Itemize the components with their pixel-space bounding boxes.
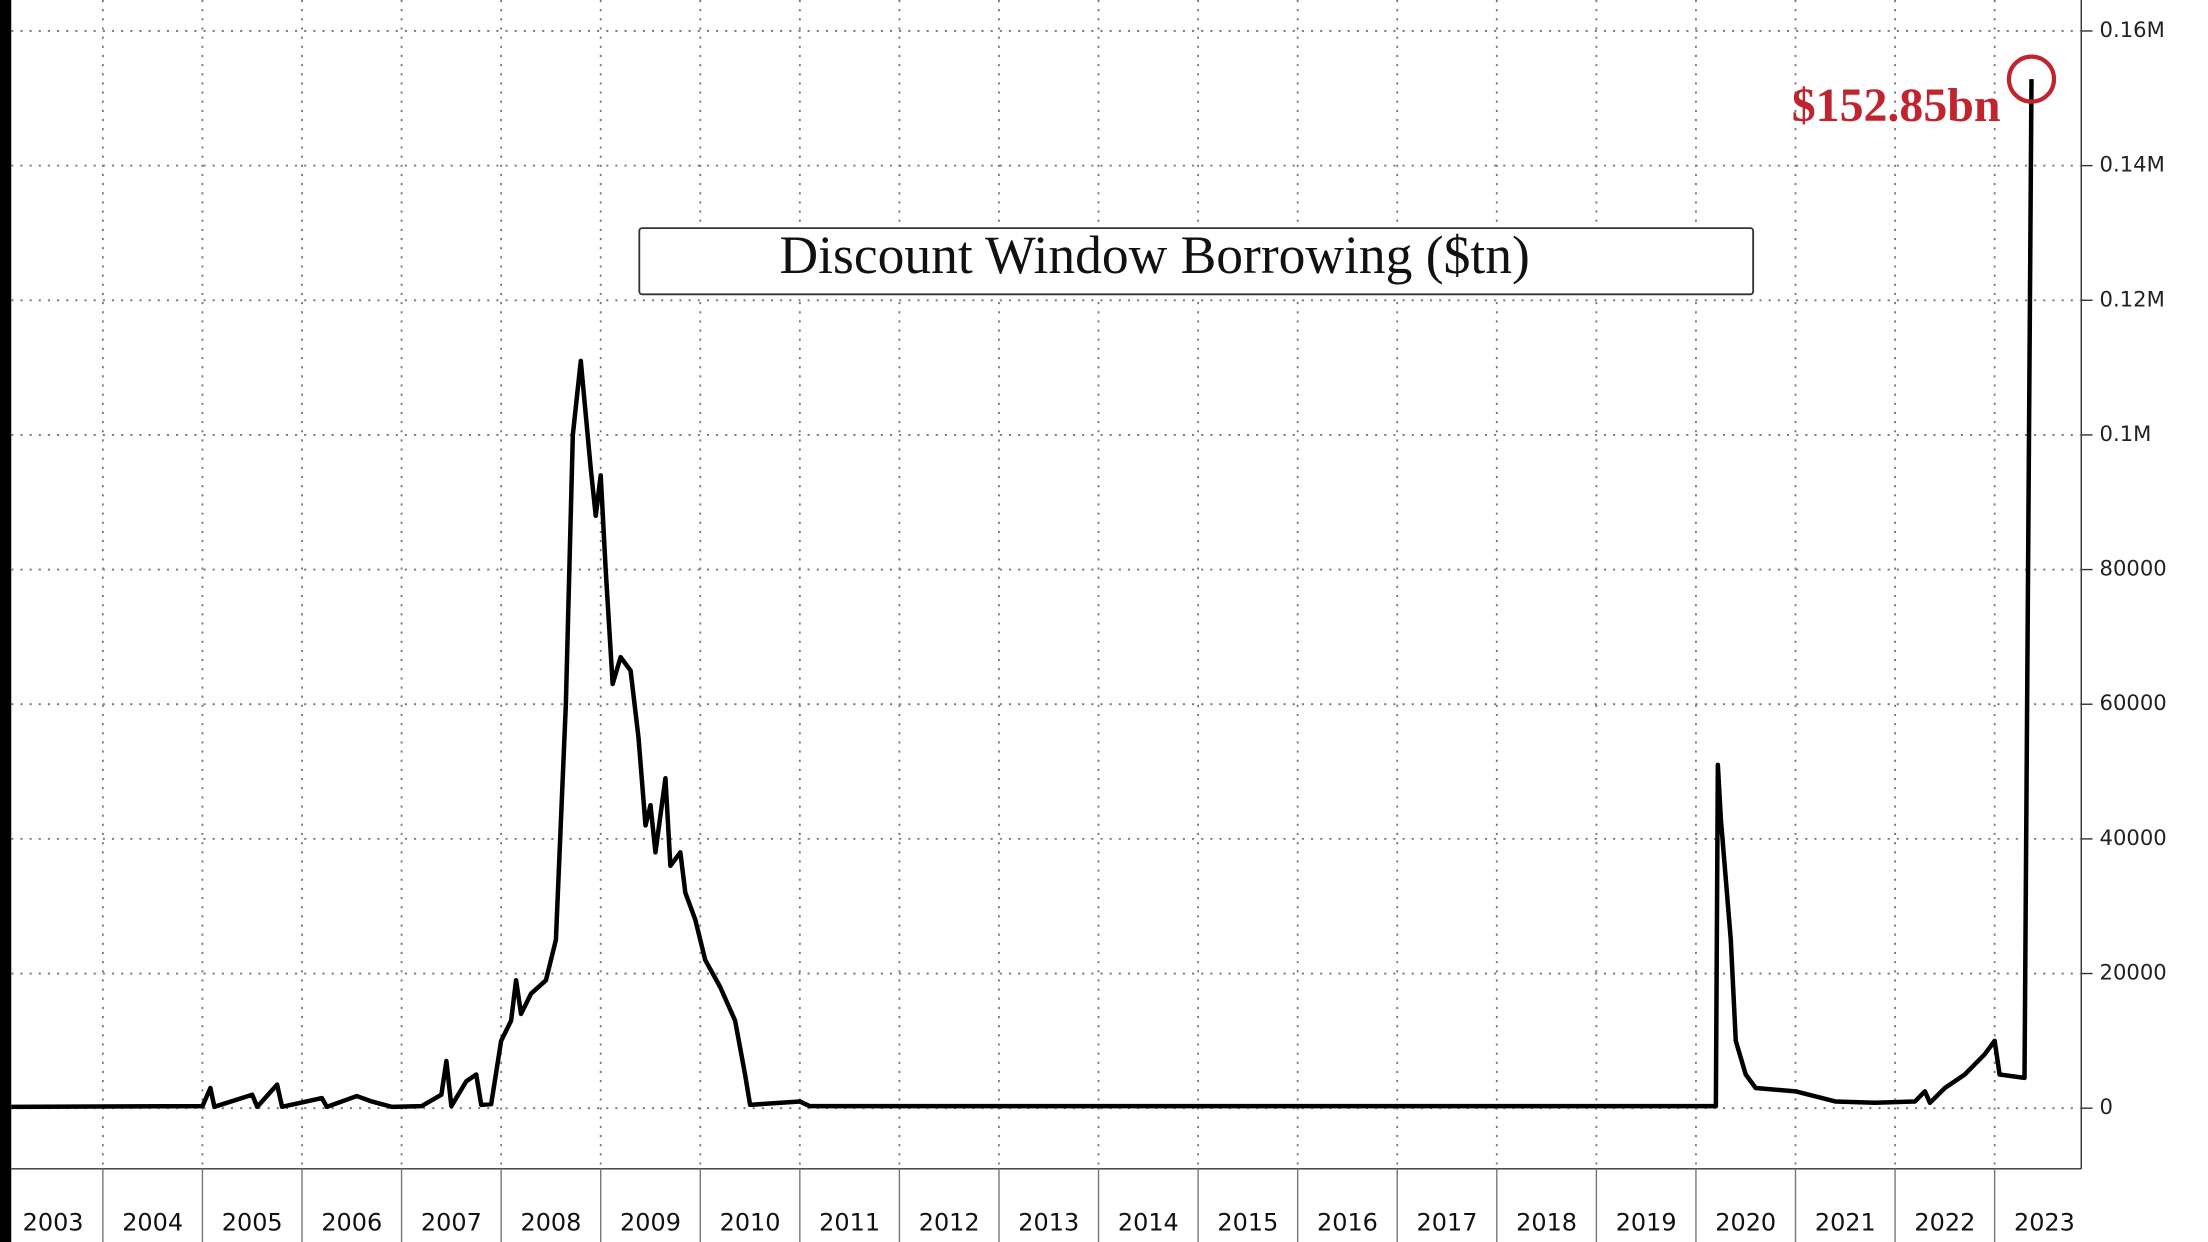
highlight-ring	[2006, 54, 2057, 104]
x-tick-label: 2007	[421, 1209, 482, 1237]
x-tick-label: 2019	[1616, 1209, 1677, 1237]
x-tick-label: 2016	[1317, 1209, 1378, 1237]
x-tick-label: 2023	[2014, 1209, 2075, 1237]
x-tick-label: 2021	[1815, 1209, 1876, 1237]
x-tick-label: 2004	[122, 1209, 183, 1237]
x-tick-label: 2022	[1914, 1209, 1975, 1237]
x-tick-label: 2014	[1118, 1209, 1179, 1237]
y-tick-label: 0.16M	[2100, 17, 2165, 42]
x-tick-label: 2011	[819, 1209, 880, 1237]
y-tick-label: 60000	[2100, 690, 2167, 715]
x-tick-label: 2009	[620, 1209, 681, 1237]
y-tick-label: 40000	[2100, 825, 2167, 850]
x-tick-label: 2008	[520, 1209, 581, 1237]
x-tick-label: 2010	[720, 1209, 781, 1237]
x-tick-label: 2005	[222, 1209, 283, 1237]
x-tick-label: 2020	[1715, 1209, 1776, 1237]
x-tick-label: 2018	[1516, 1209, 1577, 1237]
x-tick-label: 2003	[23, 1209, 84, 1237]
line	[11, 79, 2034, 1110]
annotation: $152.85bn	[1792, 79, 2001, 132]
y-tick-label: 0.1M	[2100, 421, 2152, 446]
x-tick-label: 2015	[1217, 1209, 1278, 1237]
x-tick-label: 2012	[919, 1209, 980, 1237]
title-box	[638, 227, 1755, 296]
x-tick-label: 2013	[1018, 1209, 1079, 1237]
y-tick-label: 0	[2100, 1094, 2113, 1119]
x-tick-label: 2006	[321, 1209, 382, 1237]
y-tick-label: 0.14M	[2100, 152, 2165, 177]
x-tick-label: 2017	[1417, 1209, 1478, 1237]
y-tick-label: 20000	[2100, 960, 2167, 985]
y-tick-label: 0.12M	[2100, 286, 2165, 311]
chart-title: Discount Window Borrowing ($tn)	[780, 225, 1530, 285]
left-edge	[0, 0, 12, 1242]
y-tick-label: 80000	[2100, 556, 2167, 581]
